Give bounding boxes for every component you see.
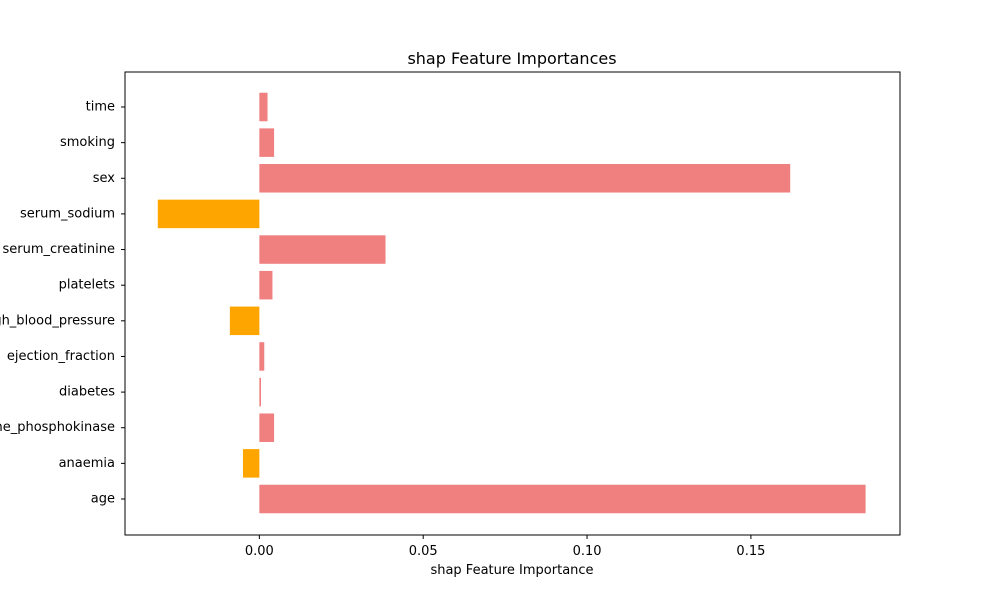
- x-axis-ticks: 0.00 0.05 0.10 0.15: [245, 535, 765, 559]
- bar-ejection-fraction: [259, 342, 265, 371]
- bar-high-blood-pressure: [229, 306, 260, 336]
- bar-sex: [259, 164, 791, 193]
- y-tick-label: anaemia: [59, 456, 115, 471]
- x-tick-label: 0.05: [409, 544, 438, 559]
- bar-creatinine-phosphokinase: [259, 413, 275, 442]
- y-tick-label: time: [86, 100, 115, 115]
- bar-anaemia: [242, 449, 260, 478]
- bar-serum-sodium: [157, 199, 260, 229]
- chart-title: shap Feature Importances: [407, 49, 616, 68]
- bar-smoking: [259, 128, 275, 157]
- y-tick-label: platelets: [59, 278, 116, 293]
- bars-group: [157, 92, 866, 514]
- bar-serum-creatinine: [259, 235, 386, 264]
- y-axis-ticks: age anaemia creatinine_phosphokinase diabet…: [0, 100, 125, 507]
- y-tick-label: sex: [93, 171, 116, 186]
- y-tick-label: smoking: [60, 135, 115, 150]
- x-tick-label: 0.00: [245, 544, 274, 559]
- y-tick-label: diabetes: [59, 385, 115, 400]
- x-tick-label: 0.10: [573, 544, 602, 559]
- y-tick-label: high_blood_pressure: [0, 313, 115, 328]
- y-tick-label: age: [91, 492, 115, 507]
- x-tick-label: 0.15: [736, 544, 765, 559]
- bar-platelets: [259, 270, 273, 300]
- y-tick-label: serum_creatinine: [3, 242, 116, 257]
- bar-diabetes: [259, 377, 261, 407]
- y-tick-label: creatinine_phosphokinase: [0, 420, 115, 435]
- y-tick-label: serum_sodium: [20, 206, 115, 221]
- bar-time: [259, 92, 268, 122]
- bar-age: [259, 484, 866, 514]
- plot-frame: [124, 71, 901, 536]
- y-tick-label: ejection_fraction: [7, 349, 115, 364]
- x-axis-label: shap Feature Importance: [430, 563, 593, 578]
